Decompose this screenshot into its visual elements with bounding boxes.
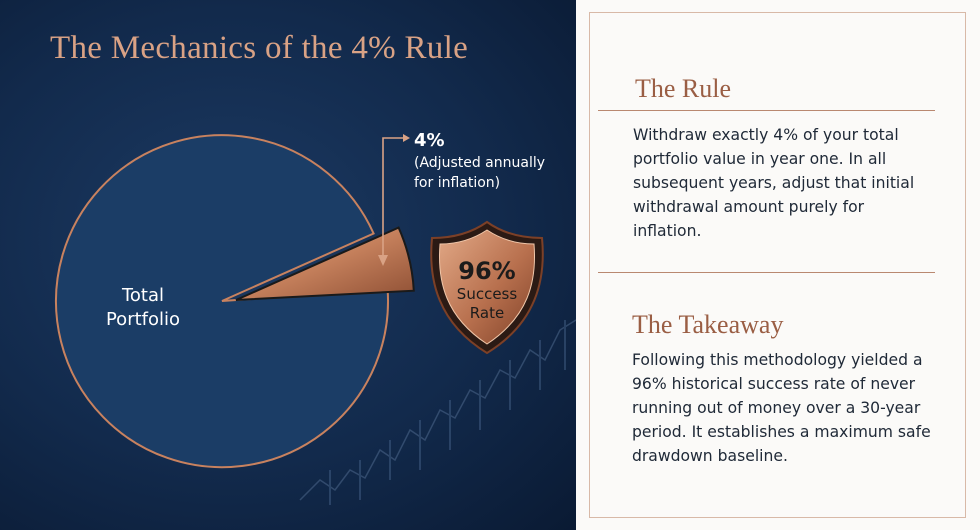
rule-text: Withdraw exactly 4% of your total portfo… <box>633 126 915 240</box>
rule-heading: The Rule <box>635 74 732 103</box>
callout-arrow-icon <box>378 134 410 266</box>
diagram-graphics <box>55 134 576 505</box>
success-rate-line-2: Rate <box>469 304 505 322</box>
pie-slice-total-portfolio <box>55 134 390 469</box>
right-panel-frame <box>589 12 966 518</box>
takeaway-heading: The Takeaway <box>632 310 784 339</box>
success-rate-badge: 96% Success Rate <box>442 257 532 323</box>
slice-note-line-1: (Adjusted annually <box>414 155 546 171</box>
success-rate-value: 96% <box>458 257 516 285</box>
slice-note-line-2: for inflation) <box>414 175 501 191</box>
background-market-chart-icon <box>299 319 576 505</box>
pie-label-line-2: Portfolio <box>105 309 181 330</box>
shield-badge-icon <box>430 220 544 355</box>
section-divider <box>598 272 935 273</box>
slice-value-label: 4% <box>414 130 445 151</box>
slice-note: (Adjusted annually for inflation) <box>414 153 564 193</box>
pie-label-total-portfolio: Total Portfolio <box>78 284 208 332</box>
success-rate-line-1: Success <box>456 285 518 303</box>
page-title: The Mechanics of the 4% Rule <box>50 30 469 66</box>
pie-slice-withdrawal <box>235 226 415 301</box>
right-panel <box>576 0 980 530</box>
takeaway-text: Following this methodology yielded a 96%… <box>632 351 931 465</box>
rule-divider <box>598 110 935 111</box>
pie-label-line-1: Total <box>121 285 165 306</box>
